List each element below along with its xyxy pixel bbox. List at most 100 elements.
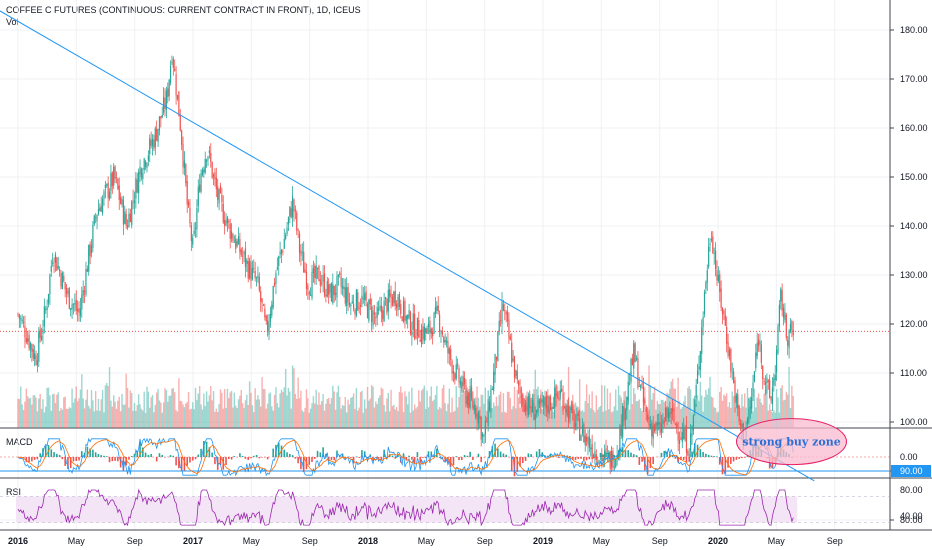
- candle-body: [104, 184, 106, 189]
- chart-title: COFFEE C FUTURES (CONTINUOUS: CURRENT CO…: [6, 5, 361, 15]
- candle-body: [375, 317, 377, 319]
- volume-bar: [470, 385, 473, 428]
- candle: [633, 340, 635, 377]
- volume-bar: [187, 392, 190, 428]
- candle: [272, 285, 274, 310]
- price-tick-label: 160.00: [900, 123, 928, 133]
- candle-body: [610, 450, 613, 468]
- volume-bar: [54, 403, 57, 428]
- candle: [749, 396, 751, 419]
- macd-line: [17, 437, 794, 477]
- candle-body: [476, 413, 478, 420]
- macd-hist-bar: [716, 456, 718, 457]
- candle-body: [267, 320, 269, 332]
- candle-body: [748, 408, 750, 422]
- candle: [501, 292, 503, 335]
- macd-hist-bar: [685, 457, 688, 463]
- candle: [312, 260, 314, 283]
- candle: [282, 248, 284, 256]
- volume-bar: [473, 401, 475, 428]
- buy-zone-ellipse[interactable]: [736, 418, 847, 466]
- volume-bar: [112, 395, 115, 428]
- volume-bar: [64, 396, 66, 428]
- candle: [659, 411, 661, 436]
- volume-bar: [236, 408, 238, 428]
- macd-hist-bar: [613, 454, 616, 457]
- candle-body: [83, 290, 86, 293]
- macd-hist-bar: [97, 454, 100, 457]
- volume-bar: [682, 401, 685, 428]
- volume-bar: [146, 386, 148, 428]
- candle-body: [760, 344, 762, 363]
- candle: [358, 302, 360, 314]
- volume-bar: [150, 397, 152, 428]
- macd-hist-bar: [319, 452, 322, 457]
- volume-bar: [627, 397, 629, 428]
- volume-bar: [725, 393, 728, 428]
- candle: [373, 305, 376, 325]
- macd-hist-bar: [250, 457, 252, 459]
- candle-body: [452, 370, 455, 374]
- candle: [95, 212, 97, 224]
- candle-body: [515, 369, 517, 376]
- volume-bar: [609, 392, 611, 428]
- trendline[interactable]: [0, 0, 815, 482]
- candle: [426, 325, 428, 334]
- candle: [147, 150, 149, 167]
- candle: [771, 377, 774, 411]
- volume-bar: [49, 395, 51, 428]
- candle-body: [733, 371, 735, 384]
- candle-body: [547, 405, 549, 413]
- candle: [113, 163, 115, 190]
- volume-bar: [438, 407, 441, 428]
- candle-body: [364, 293, 366, 300]
- volume-bar: [491, 408, 494, 428]
- volume-bar: [692, 398, 695, 428]
- candle: [221, 187, 223, 212]
- candle: [720, 280, 722, 312]
- candle-body: [774, 374, 776, 380]
- macd-hist-bar: [738, 457, 740, 459]
- volume-bar: [82, 398, 84, 428]
- volume-bar: [332, 385, 334, 428]
- candle-body: [645, 407, 647, 413]
- price-tick-label: 100.00: [900, 417, 928, 427]
- candle-body: [511, 342, 513, 363]
- candle-body: [132, 199, 134, 201]
- volume-bar: [742, 406, 745, 428]
- candle-body: [694, 399, 696, 413]
- macd-hist-bar: [438, 457, 441, 458]
- volume-bar: [290, 408, 292, 428]
- volume-bar: [567, 366, 570, 428]
- candle-body: [584, 435, 586, 446]
- macd-hist-bar: [408, 455, 410, 457]
- candle: [204, 151, 206, 175]
- volume-bar: [750, 400, 753, 428]
- macd-hist-bar: [641, 457, 643, 462]
- candle: [283, 228, 285, 249]
- volume-bar: [494, 406, 496, 428]
- candle-body: [377, 308, 380, 311]
- candle: [63, 271, 65, 283]
- candle-body: [580, 435, 582, 441]
- macd-hist-bar: [350, 457, 352, 458]
- candle: [111, 171, 113, 194]
- candle-body: [764, 382, 767, 385]
- candle: [587, 429, 589, 456]
- candle-body: [296, 212, 298, 231]
- volume-bar: [423, 385, 426, 428]
- candle-body: [333, 285, 335, 296]
- candle-body: [481, 433, 484, 437]
- volume-bar: [334, 409, 337, 428]
- candle: [146, 161, 148, 173]
- volume-bar: [680, 408, 682, 428]
- candle: [408, 303, 410, 320]
- volume-bar: [261, 377, 263, 428]
- candle-body: [229, 223, 231, 239]
- volume-bar: [304, 407, 306, 428]
- candle: [322, 265, 324, 293]
- candle-body: [67, 290, 69, 294]
- volume-bar: [20, 386, 22, 428]
- volume-bar: [232, 407, 234, 428]
